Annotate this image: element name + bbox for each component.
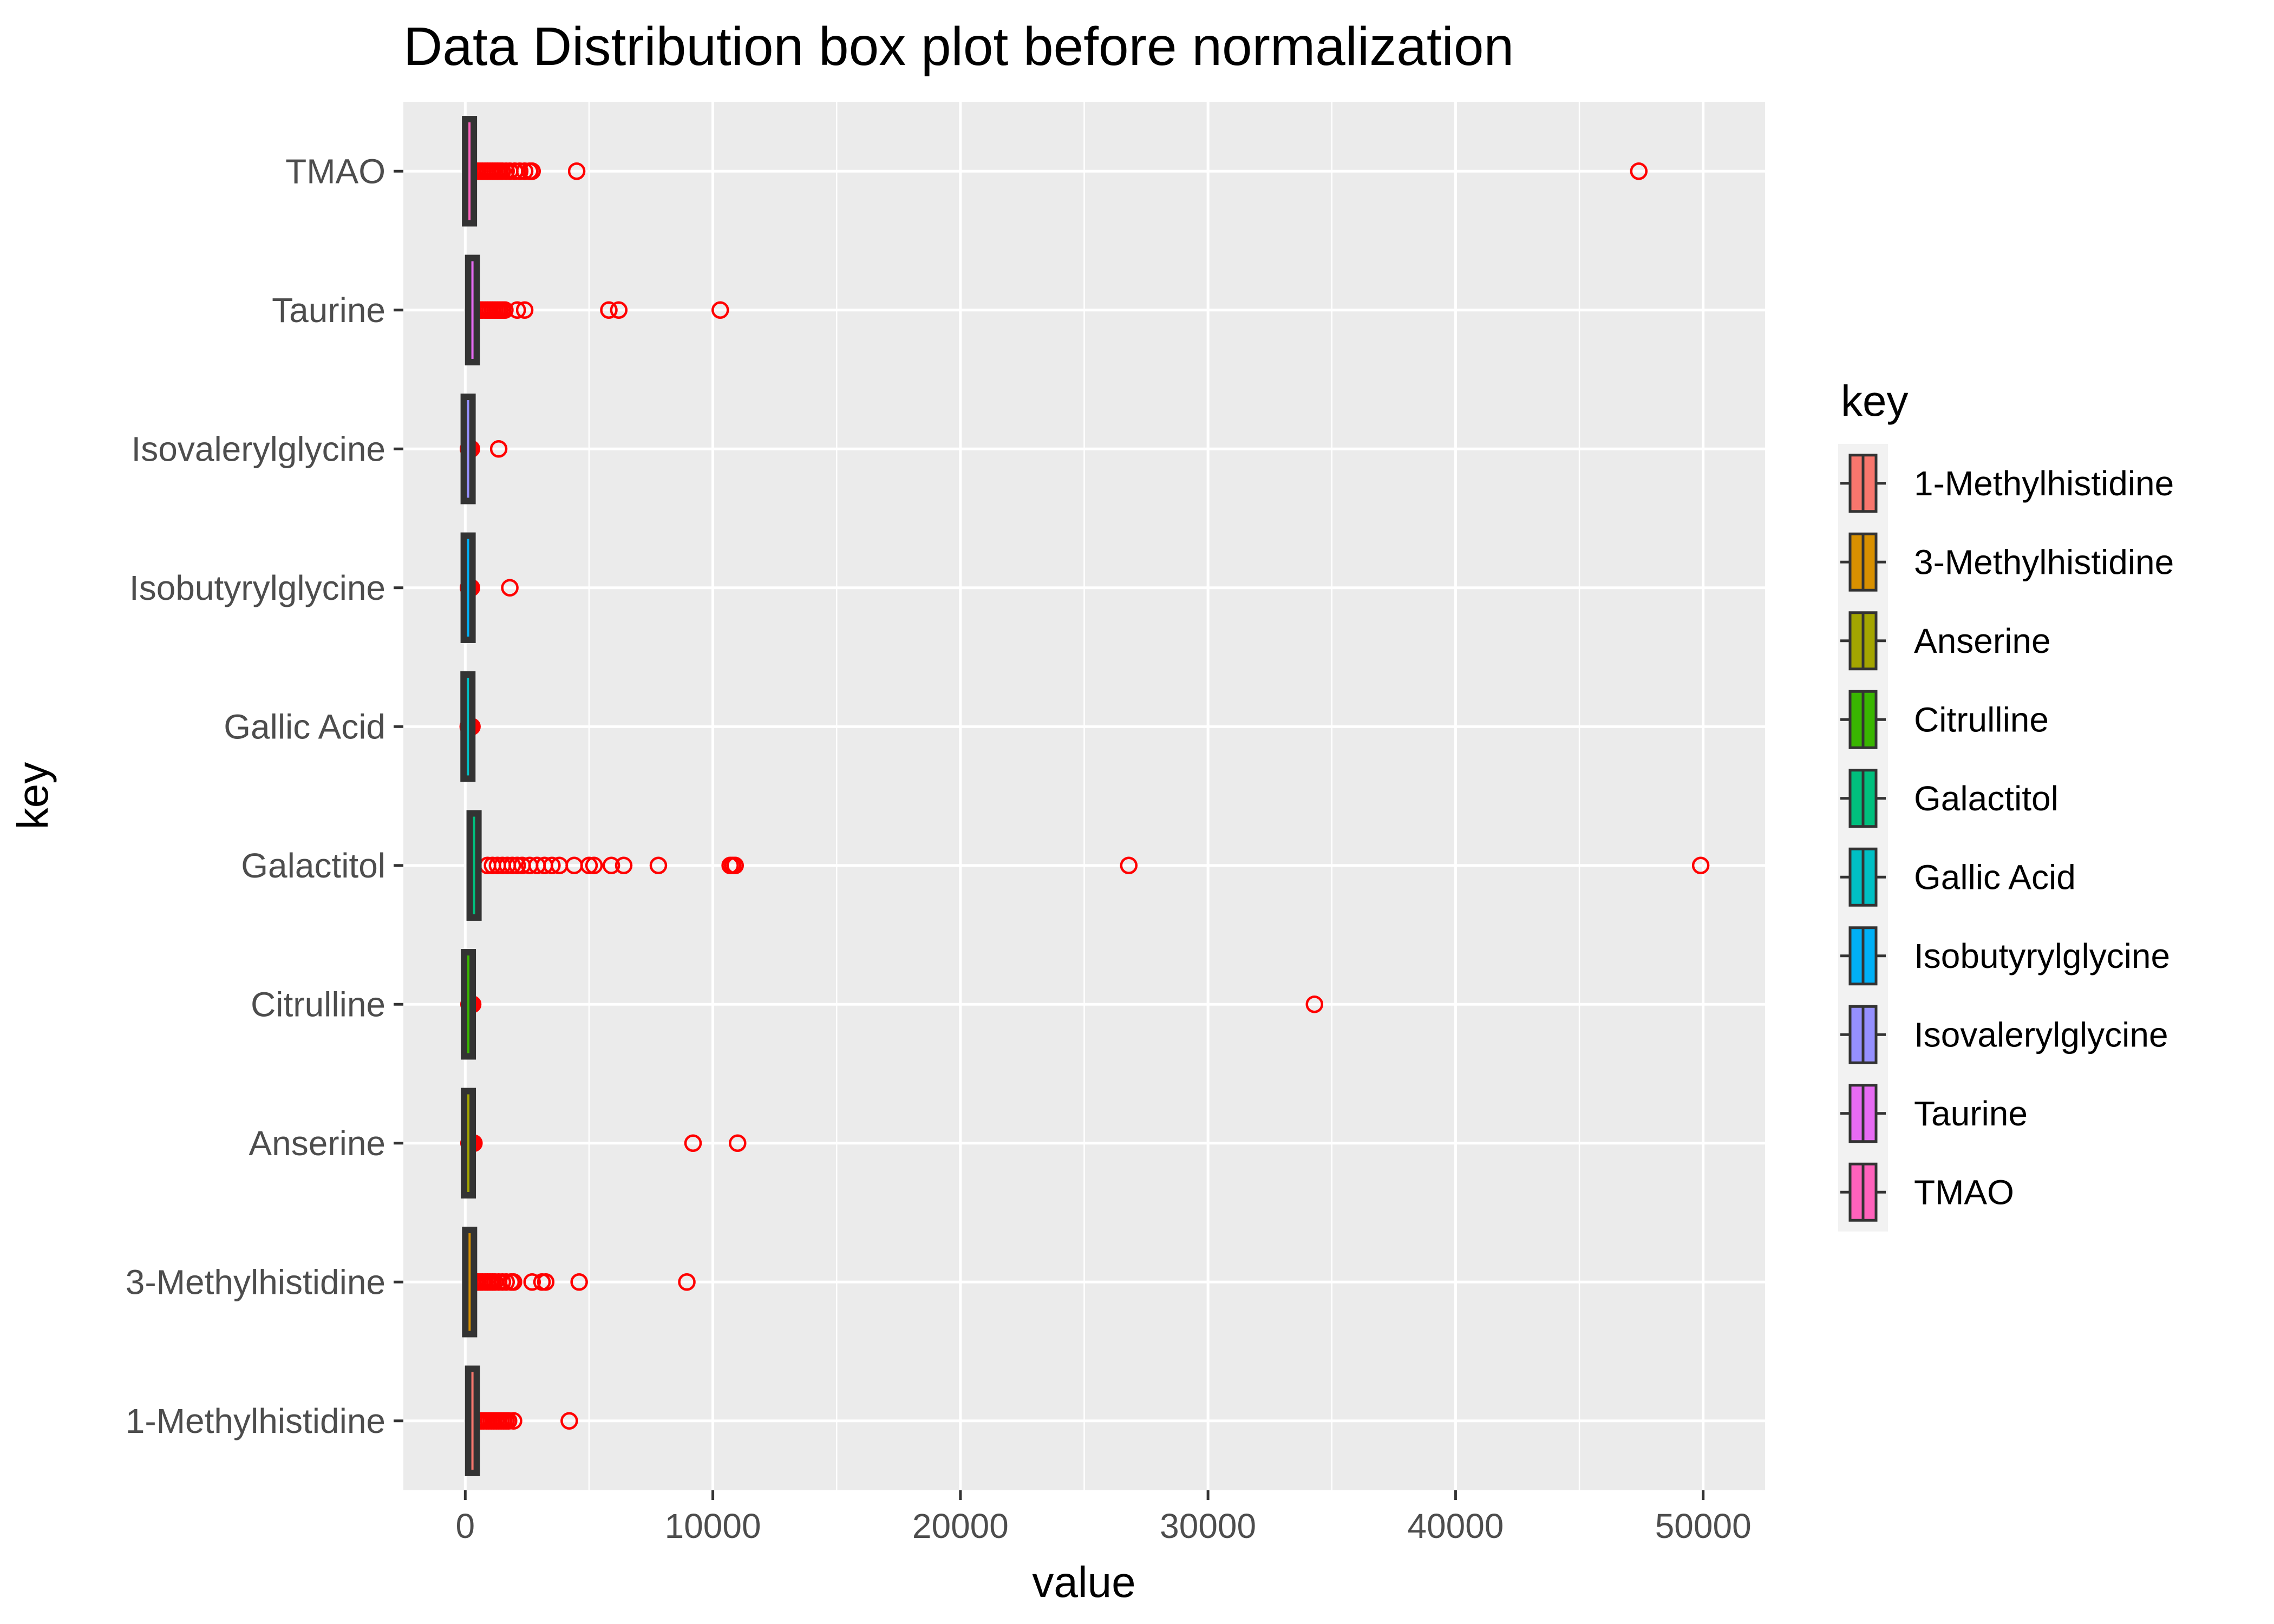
y-tick-label: Anserine (249, 1124, 385, 1163)
box-body (460, 671, 476, 782)
legend-item: Galactitol (1840, 769, 2059, 828)
legend-label: Citrulline (1914, 700, 2049, 739)
outlier-point (503, 856, 521, 874)
outlier-point (508, 856, 526, 874)
outlier-point (649, 856, 668, 874)
y-axis-ticks: 1-Methylhistidine 3-Methylhistidine Anseri… (126, 152, 403, 1440)
outlier-point (508, 301, 526, 319)
x-tick-label: 20000 (912, 1507, 1009, 1546)
outlier-point (515, 301, 534, 319)
legend-label: Gallic Acid (1914, 857, 2076, 896)
y-tick-label: Isovalerylglycine (131, 429, 385, 468)
outlier-point (489, 440, 508, 458)
legend: key 1-Methylhistidine 3-Methylhistidine An… (1838, 377, 2174, 1232)
x-tick-label: 0 (456, 1507, 475, 1546)
outlier-point (497, 1273, 515, 1291)
y-tick-label: 3-Methylhistidine (126, 1262, 385, 1301)
legend-label: TMAO (1914, 1173, 2014, 1212)
legend-label: 3-Methylhistidine (1914, 542, 2174, 581)
outlier-point (523, 162, 541, 180)
x-axis-ticks: 0 10000 20000 30000 40000 50000 (456, 1490, 1752, 1546)
legend-item: Anserine (1840, 611, 2051, 671)
legend-items: 1-Methylhistidine 3-Methylhistidine Anseri… (1838, 444, 2174, 1232)
outlier-point (684, 1134, 702, 1152)
y-tick-label: Citrulline (251, 985, 385, 1024)
outlier-point (580, 856, 598, 874)
outlier-point (511, 162, 529, 180)
y-tick-label: 1-Methylhistidine (126, 1402, 385, 1440)
outlier-point (570, 1273, 588, 1291)
box-body (460, 532, 476, 643)
outlier-point (543, 856, 561, 874)
legend-label: Taurine (1914, 1094, 2028, 1133)
outlier-point (496, 301, 514, 319)
legend-item: Isobutyrylglycine (1840, 926, 2170, 986)
outlier-point (711, 301, 729, 319)
x-tick-label: 10000 (665, 1507, 761, 1546)
legend-label: 1-Methylhistidine (1914, 464, 2174, 503)
box-body (461, 949, 476, 1060)
y-tick-label: Isobutyrylglycine (129, 568, 385, 607)
box-body (462, 116, 478, 227)
outlier-point (1120, 856, 1138, 874)
legend-item: 3-Methylhistidine (1840, 532, 2174, 592)
x-tick-label: 30000 (1160, 1507, 1256, 1546)
boxes (460, 116, 482, 1476)
outlier-point (1305, 996, 1324, 1013)
outlier-point (585, 856, 603, 874)
chart-title: Data Distribution box plot before normal… (403, 16, 1514, 77)
legend-label: Anserine (1914, 621, 2051, 660)
box-body (461, 1088, 476, 1199)
legend-item: 1-Methylhistidine (1840, 454, 2174, 513)
outlier-point (515, 162, 534, 180)
outlier-point (678, 1273, 696, 1291)
legend-item: Gallic Acid (1840, 847, 2076, 907)
box-body (466, 810, 482, 921)
y-axis-title: key (9, 762, 57, 830)
outlier-point (602, 856, 620, 874)
legend-title: key (1841, 377, 1909, 425)
outlier-point (1630, 162, 1648, 180)
outlier-point (610, 301, 628, 319)
outlier-point (560, 1412, 578, 1430)
x-tick-label: 40000 (1407, 1507, 1504, 1546)
box-body (462, 1227, 478, 1338)
y-tick-label: Taurine (272, 291, 385, 330)
x-tick-label: 50000 (1655, 1507, 1752, 1546)
outlier-point (1691, 856, 1710, 874)
outlier-point (501, 579, 519, 597)
y-tick-label: Galactitol (241, 846, 385, 885)
legend-label: Galactitol (1914, 779, 2059, 818)
outlier-point (615, 856, 633, 874)
grid-lines (403, 102, 1765, 1490)
box-body (465, 1365, 480, 1476)
outlier-point (600, 301, 618, 319)
outlier-point (729, 1134, 747, 1152)
legend-label: Isobutyrylglycine (1914, 937, 2170, 975)
outlier-point (726, 856, 744, 874)
outlier-point (505, 1412, 522, 1430)
legend-item: TMAO (1840, 1162, 2014, 1222)
box-body (460, 394, 476, 505)
outlier-point (567, 162, 586, 180)
y-tick-label: Gallic Acid (224, 707, 385, 746)
legend-label: Isovalerylglycine (1914, 1015, 2168, 1054)
outlier-point (537, 1273, 555, 1291)
legend-item: Isovalerylglycine (1840, 1005, 2168, 1064)
y-tick-label: TMAO (285, 152, 385, 191)
x-axis-title: value (1032, 1558, 1135, 1606)
outlier-point (500, 1412, 518, 1430)
legend-item: Citrulline (1840, 690, 2049, 749)
box-body (465, 254, 480, 365)
legend-item: Taurine (1840, 1084, 2028, 1143)
outlier-point (505, 1273, 522, 1291)
outlier-point (523, 1273, 541, 1291)
